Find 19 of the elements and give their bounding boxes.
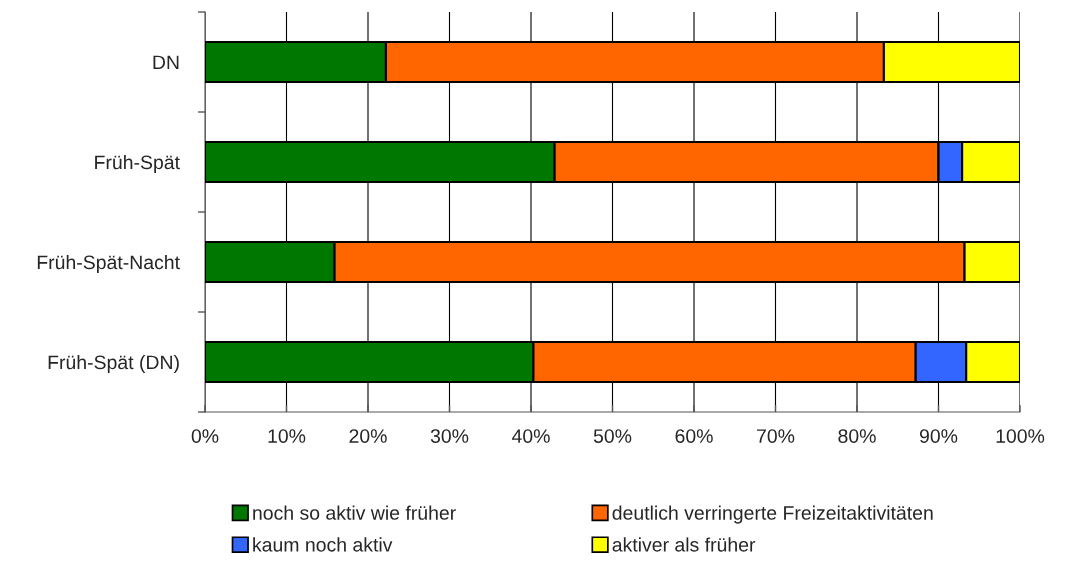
- x-tick-label: 90%: [919, 429, 958, 443]
- x-tick-label: 10%: [268, 429, 306, 443]
- x-tick-label: 50%: [593, 429, 632, 443]
- x-tick-label: 40%: [511, 429, 550, 443]
- y-tick-label: Früh-Spät: [95, 154, 180, 174]
- x-tick-label: 20%: [349, 429, 387, 443]
- y-tick-label: Früh-Spät (DN): [48, 354, 179, 374]
- legend-label: deutlich verringerte Freizeitaktivitäten: [612, 505, 933, 524]
- x-tick-label: 60%: [675, 429, 713, 443]
- legend-label: kaum noch aktiv: [253, 537, 393, 552]
- x-tick-label: 80%: [838, 429, 876, 443]
- legend-label: noch so aktiv wie früher: [253, 505, 456, 520]
- y-tick-label: DN: [153, 55, 179, 70]
- y-tick-label: Früh-Spät-Nacht: [37, 254, 180, 274]
- legend-label: aktiver als früher: [612, 537, 756, 552]
- x-tick-label: 30%: [430, 429, 469, 443]
- x-tick-label: 100%: [996, 429, 1045, 443]
- x-tick-label: 70%: [757, 429, 795, 443]
- x-tick-label: 0%: [191, 429, 219, 443]
